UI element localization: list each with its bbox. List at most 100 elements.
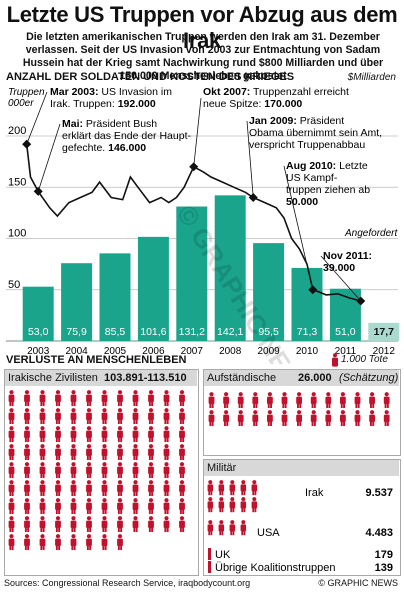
- year-tick-label: 2006: [142, 346, 165, 357]
- casualty-figure: [24, 444, 30, 460]
- casualty-figure: [218, 520, 225, 536]
- casualty-figure: [148, 480, 154, 496]
- casualty-figure: [281, 392, 288, 408]
- casualty-figure: [39, 462, 46, 478]
- year-tick-label: 2003: [27, 346, 50, 357]
- casualty-figure: [55, 426, 61, 442]
- cost-bar: [214, 195, 246, 341]
- casualty-figure: [70, 426, 77, 442]
- casualty-figure: [163, 408, 170, 424]
- military-label: Militär: [207, 462, 237, 474]
- casualty-figure: [179, 426, 185, 442]
- casualty-figure: [86, 480, 92, 496]
- insurgents-value: 26.000: [298, 372, 332, 384]
- casualty-figure: [39, 498, 46, 514]
- military-row: UK 179: [215, 549, 393, 561]
- casualty-figure: [325, 410, 332, 426]
- casualty-figure: [86, 462, 92, 478]
- casualty-figure: [8, 390, 15, 406]
- casualty-figure: [117, 534, 123, 550]
- cost-bar: [329, 288, 361, 341]
- annotation-line: 50.000: [286, 196, 318, 208]
- military-row-value: 4.483: [365, 527, 393, 539]
- legend-figure-icon: [332, 353, 338, 367]
- casualty-figure: [117, 498, 123, 514]
- casualty-figure: [70, 444, 77, 460]
- military-row: USA 4.483: [207, 520, 393, 539]
- casualty-figure: [117, 426, 123, 442]
- casualty-figure: [70, 498, 77, 514]
- annotation-line: verspricht Truppenabbau: [249, 139, 365, 151]
- casualty-figure: [179, 480, 185, 496]
- annotation-line: neue Spitze: 170.000: [203, 98, 302, 110]
- casualty-figure: [70, 516, 77, 532]
- casualty-figure: [281, 410, 288, 426]
- casualty-figure: [132, 426, 139, 442]
- year-tick-label: 2012: [373, 346, 396, 357]
- casualty-figure: [148, 462, 154, 478]
- casualty-figure: [117, 480, 123, 496]
- casualty-figure: [369, 392, 375, 408]
- casualty-figure: [86, 426, 92, 442]
- uk-figure-sliver: [208, 548, 211, 560]
- annotation-line: erklärt das Ende der Haupt-: [62, 130, 191, 142]
- casualty-figure: [383, 410, 390, 426]
- cost-bar-label: 131,2: [179, 326, 205, 338]
- casualty-figure: [8, 408, 15, 424]
- casualty-figure: [86, 390, 92, 406]
- casualty-figure: [218, 480, 225, 496]
- casualty-figure: [325, 392, 332, 408]
- casualty-figure: [310, 410, 317, 426]
- casualty-figure: [252, 410, 259, 426]
- annotation-line: truppen ziehen ab: [286, 184, 370, 196]
- casualty-figure: [117, 444, 123, 460]
- annotation-leader: [26, 91, 48, 145]
- sources: Sources: Congressional Research Service,…: [4, 578, 251, 588]
- annotation-line: Nov 2011:: [323, 250, 372, 262]
- annotation-line: Obama übernimmt sein Amt,: [249, 127, 382, 139]
- casualty-figure: [39, 390, 46, 406]
- casualty-figure: [70, 390, 77, 406]
- y-tick-label: 50: [8, 279, 20, 291]
- casualty-figure: [369, 410, 375, 426]
- casualty-figure: [24, 426, 30, 442]
- casualty-figure: [70, 534, 77, 550]
- cost-bar-label: 51,0: [335, 326, 356, 338]
- cost-bar: [22, 286, 54, 341]
- casualty-figure: [8, 426, 15, 442]
- unit-left-troops: Truppen: [8, 87, 45, 98]
- y-tick-label: 150: [8, 176, 26, 188]
- casualty-figure: [296, 392, 302, 408]
- annotation-leader: [320, 255, 362, 302]
- casualty-figure: [24, 480, 30, 496]
- casualty-figure: [340, 392, 346, 408]
- casualty-figure: [117, 408, 123, 424]
- casualty-figure: [223, 392, 229, 408]
- year-tick-label: 2005: [104, 346, 127, 357]
- civilians-label: Irakische Zivilisten: [8, 372, 98, 384]
- casualty-figure: [132, 462, 139, 478]
- annotation-line: 39.000: [323, 262, 355, 274]
- casualty-figure: [39, 408, 46, 424]
- casualty-figure: [55, 516, 61, 532]
- legend-label: 1.000 Tote: [341, 354, 388, 365]
- casualty-figure: [55, 462, 61, 478]
- casualty-figure: [24, 516, 30, 532]
- annotation-line: Mai: Präsident Bush: [62, 118, 157, 130]
- casualty-figure: [179, 444, 185, 460]
- unit-left-thousands: 000er: [8, 98, 34, 109]
- y-tick-labels: 50 100 150 200: [8, 125, 26, 291]
- casualty-figure: [132, 498, 139, 514]
- casualty-figure: [163, 480, 170, 496]
- military-row-label: Irak: [305, 487, 324, 499]
- casualty-figure: [8, 498, 15, 514]
- casualty-figure: [8, 534, 15, 550]
- casualty-figure: [24, 498, 30, 514]
- casualty-figure: [86, 498, 92, 514]
- casualty-figure: [163, 390, 170, 406]
- civilians-figures: [8, 390, 185, 550]
- casualty-figure: [208, 410, 215, 426]
- main-title: Letzte US Truppen vor Abzug aus dem Irak: [6, 2, 398, 53]
